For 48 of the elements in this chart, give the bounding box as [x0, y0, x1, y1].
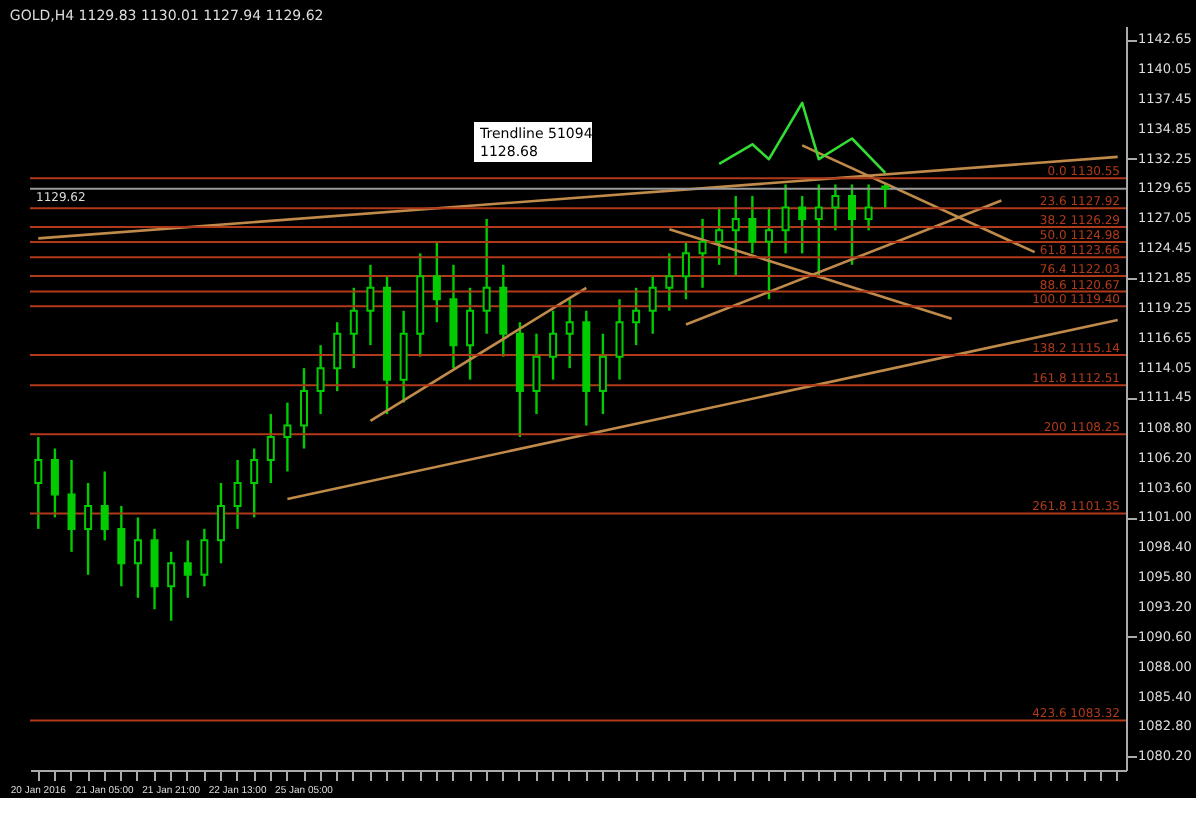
candlestick [698, 217, 707, 289]
candlestick [681, 240, 690, 301]
candlestick [300, 366, 308, 450]
candlestick [831, 183, 840, 232]
candlestick [432, 240, 441, 324]
candlestick [167, 550, 176, 622]
candlestick [764, 206, 773, 301]
candlestick [117, 504, 126, 588]
candlestick [864, 183, 873, 232]
candlestick [366, 263, 375, 347]
candlestick [266, 412, 275, 485]
candlestick [549, 309, 558, 381]
candlestick [34, 435, 43, 531]
candlestick [233, 458, 242, 531]
candlestick [150, 527, 159, 611]
candlestick [798, 194, 807, 255]
candlestick [731, 194, 740, 278]
candlestick [133, 516, 142, 599]
candlestick [100, 470, 109, 542]
candlestick [466, 286, 475, 381]
candlestick [183, 539, 192, 599]
candlestick [399, 309, 408, 404]
candlestick [781, 183, 790, 255]
candlestick [216, 481, 225, 565]
candlestick [250, 447, 259, 519]
candlestick [333, 321, 342, 393]
candlestick [200, 527, 209, 588]
candlestick [50, 447, 59, 519]
candlestick [715, 206, 724, 267]
candlestick [349, 286, 358, 370]
candlestick [632, 286, 641, 347]
candlestick [665, 252, 674, 312]
line-series [717, 101, 887, 175]
candlestick [84, 481, 93, 577]
candlestick [482, 217, 491, 335]
candlestick [615, 298, 624, 381]
candlestick [598, 332, 607, 416]
candlestick [814, 183, 823, 278]
candlestick [283, 401, 292, 473]
candlestick [532, 332, 541, 416]
candlestick [316, 343, 325, 416]
candlestick [67, 458, 76, 554]
candlestick [499, 263, 508, 358]
candlestick [648, 275, 657, 335]
candlestick [449, 263, 458, 370]
candlestick [848, 183, 856, 267]
candlestick [565, 298, 574, 370]
candlestick [748, 194, 757, 255]
